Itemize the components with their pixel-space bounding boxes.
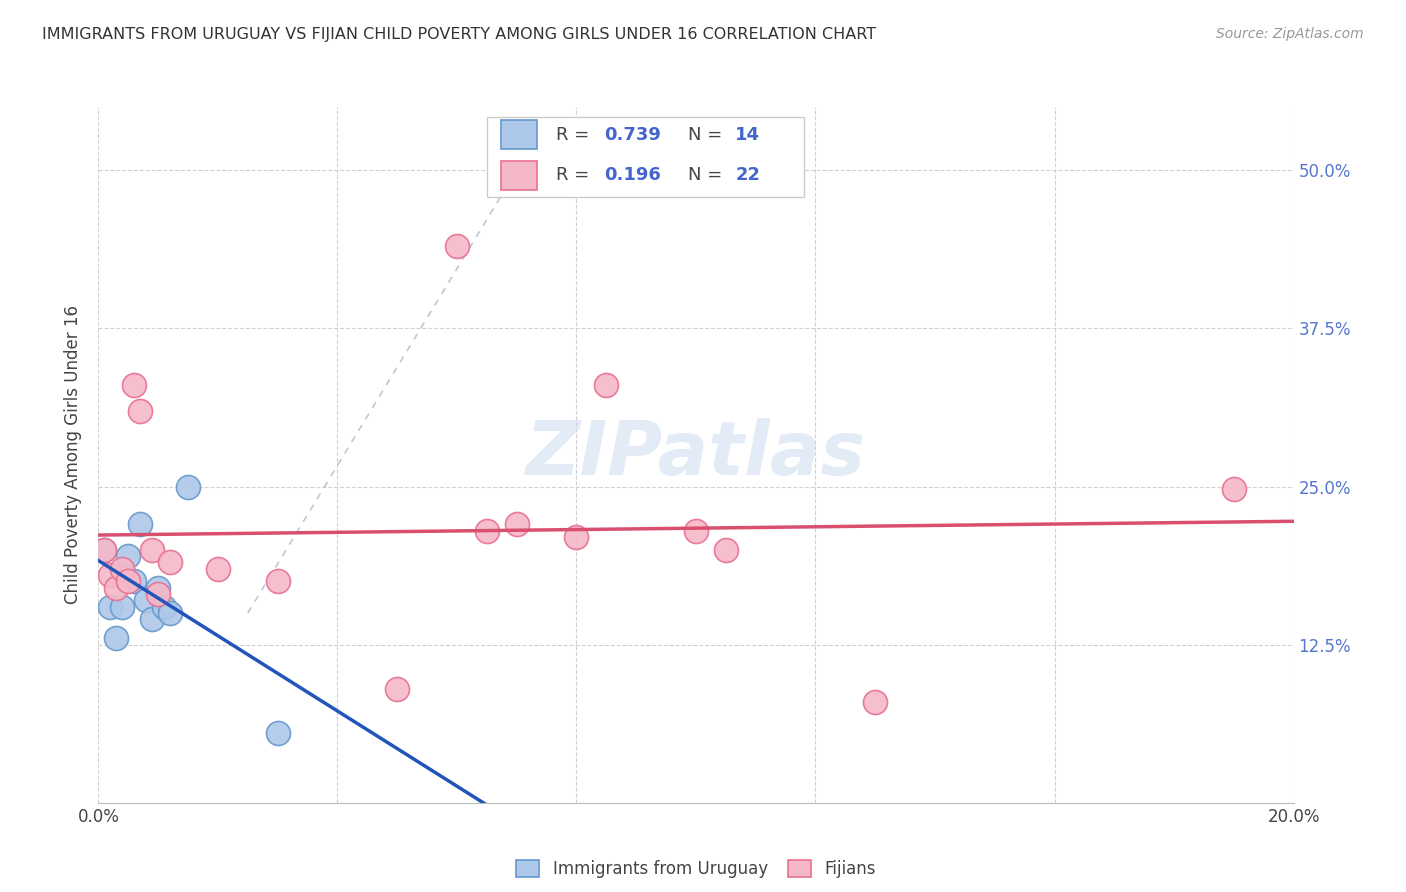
Point xyxy=(124,574,146,589)
Point xyxy=(177,479,200,493)
Point xyxy=(153,599,176,614)
Point xyxy=(124,378,146,392)
Point xyxy=(159,556,181,570)
Text: 22: 22 xyxy=(735,166,761,185)
Text: R =: R = xyxy=(557,126,595,144)
Point xyxy=(267,726,290,740)
Text: 0.739: 0.739 xyxy=(605,126,661,144)
Point xyxy=(135,593,157,607)
Point xyxy=(100,599,122,614)
Text: ZIPatlas: ZIPatlas xyxy=(526,418,866,491)
Text: 0.196: 0.196 xyxy=(605,166,661,185)
Point xyxy=(207,562,229,576)
Point xyxy=(446,239,468,253)
Point xyxy=(475,524,498,538)
Point xyxy=(93,542,115,557)
Point xyxy=(117,574,139,589)
FancyBboxPatch shape xyxy=(501,120,537,150)
Point xyxy=(685,524,707,538)
Point xyxy=(565,530,588,544)
Point xyxy=(141,612,163,626)
Point xyxy=(105,581,128,595)
Point xyxy=(105,632,128,646)
Point xyxy=(141,542,163,557)
Point xyxy=(159,606,181,620)
Point xyxy=(385,681,409,696)
Point xyxy=(117,549,139,563)
Point xyxy=(111,599,134,614)
Text: Source: ZipAtlas.com: Source: ZipAtlas.com xyxy=(1216,27,1364,41)
Point xyxy=(595,378,617,392)
Legend: Immigrants from Uruguay, Fijians: Immigrants from Uruguay, Fijians xyxy=(509,854,883,885)
Text: N =: N = xyxy=(688,166,727,185)
Text: 14: 14 xyxy=(735,126,761,144)
Y-axis label: Child Poverty Among Girls Under 16: Child Poverty Among Girls Under 16 xyxy=(65,305,83,605)
Point xyxy=(267,574,290,589)
Point xyxy=(93,542,115,557)
Point xyxy=(129,517,152,532)
Point xyxy=(129,403,152,417)
FancyBboxPatch shape xyxy=(501,161,537,190)
Point xyxy=(148,581,170,595)
Text: R =: R = xyxy=(557,166,595,185)
Point xyxy=(100,568,122,582)
FancyBboxPatch shape xyxy=(486,118,804,197)
Point xyxy=(506,517,529,532)
Point xyxy=(111,562,134,576)
Point xyxy=(148,587,170,601)
Point xyxy=(1223,482,1246,496)
Text: IMMIGRANTS FROM URUGUAY VS FIJIAN CHILD POVERTY AMONG GIRLS UNDER 16 CORRELATION: IMMIGRANTS FROM URUGUAY VS FIJIAN CHILD … xyxy=(42,27,876,42)
Point xyxy=(865,695,887,709)
Text: N =: N = xyxy=(688,126,727,144)
Point xyxy=(714,542,737,557)
